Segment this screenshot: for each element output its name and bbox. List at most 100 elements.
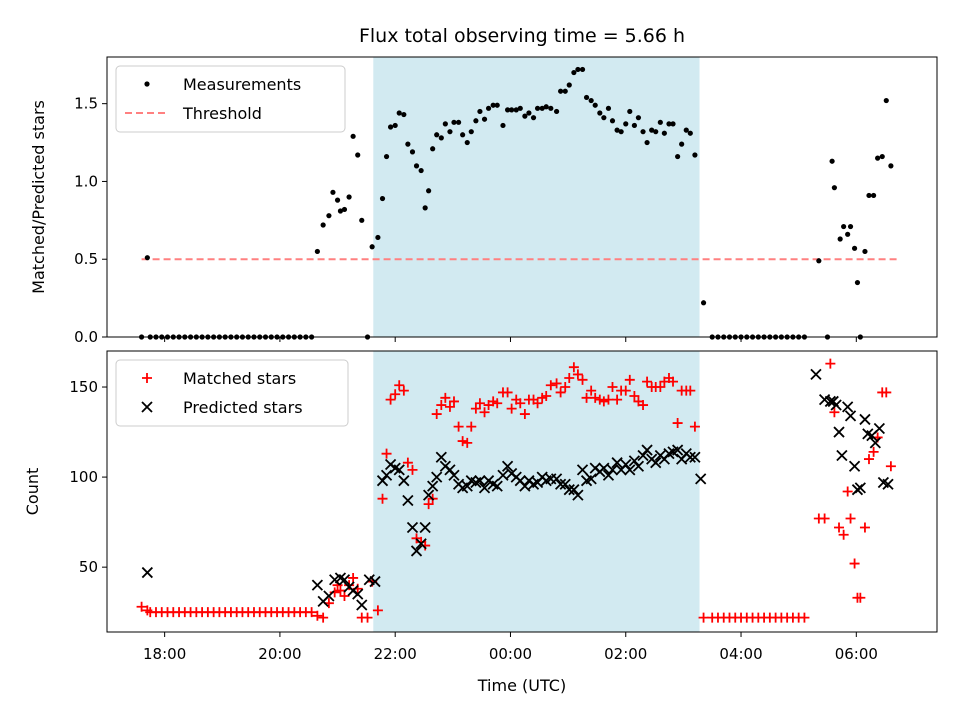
data-point bbox=[603, 394, 614, 405]
data-point bbox=[844, 410, 857, 422]
data-point bbox=[136, 601, 147, 612]
data-point bbox=[402, 457, 413, 468]
data-point bbox=[602, 469, 615, 481]
data-point bbox=[334, 197, 341, 203]
data-point bbox=[866, 192, 872, 199]
data-point bbox=[606, 464, 619, 476]
data-point bbox=[314, 248, 320, 255]
series-predicted-stars bbox=[141, 368, 894, 611]
data-point bbox=[558, 88, 564, 94]
data-point bbox=[392, 122, 398, 129]
y-tick-label: 50 bbox=[79, 558, 98, 576]
data-point bbox=[457, 436, 468, 447]
data-point bbox=[689, 421, 700, 432]
data-point bbox=[553, 108, 560, 115]
data-point bbox=[423, 499, 434, 510]
data-point bbox=[585, 473, 597, 485]
top-panel: 0.0 0.5 1.0 1.5 Matched/Predicted stars Measu… bbox=[29, 56, 938, 346]
data-point bbox=[845, 231, 851, 237]
data-point bbox=[335, 585, 346, 596]
data-point bbox=[653, 129, 659, 135]
data-point bbox=[862, 248, 868, 255]
data-point bbox=[430, 146, 436, 152]
data-point bbox=[873, 422, 885, 435]
data-point bbox=[455, 119, 462, 125]
x-tick-label: 20:00 bbox=[258, 645, 301, 663]
data-point bbox=[855, 592, 866, 603]
data-point bbox=[530, 115, 537, 121]
data-point bbox=[644, 139, 650, 146]
data-point bbox=[590, 392, 601, 403]
data-point bbox=[543, 104, 549, 110]
data-point bbox=[605, 105, 612, 111]
data-point bbox=[402, 494, 414, 507]
data-point bbox=[555, 387, 566, 398]
data-point bbox=[611, 457, 623, 469]
data-point bbox=[409, 149, 416, 155]
data-point bbox=[320, 222, 326, 228]
data-point bbox=[563, 484, 575, 496]
data-point bbox=[492, 398, 503, 409]
data-point bbox=[655, 382, 666, 393]
data-point bbox=[568, 484, 580, 496]
data-point bbox=[410, 545, 423, 557]
data-point bbox=[448, 469, 460, 481]
data-point bbox=[649, 127, 655, 133]
data-point bbox=[519, 409, 530, 420]
data-point bbox=[534, 105, 541, 111]
data-point bbox=[323, 590, 335, 602]
x-tick-label: 22:00 bbox=[374, 645, 417, 663]
data-point bbox=[491, 480, 503, 492]
data-point bbox=[834, 522, 845, 533]
legend: Measurements Threshold bbox=[115, 65, 346, 133]
data-point bbox=[695, 473, 707, 485]
data-point bbox=[629, 391, 640, 402]
data-point bbox=[883, 97, 889, 104]
plot-frame bbox=[106, 56, 938, 338]
series-matched-stars bbox=[136, 358, 896, 623]
data-point bbox=[612, 394, 623, 405]
data-point bbox=[666, 121, 672, 127]
data-point bbox=[620, 458, 632, 471]
data-point bbox=[559, 478, 571, 490]
data-point bbox=[841, 223, 847, 230]
x-axis-title: Time (UTC) bbox=[477, 676, 566, 695]
data-point bbox=[380, 469, 393, 481]
data-point bbox=[141, 566, 153, 579]
data-point bbox=[816, 258, 822, 264]
data-point bbox=[401, 111, 407, 118]
data-point bbox=[838, 529, 849, 540]
data-point bbox=[312, 610, 323, 621]
data-point bbox=[829, 407, 840, 418]
data-point bbox=[344, 580, 355, 591]
data-point bbox=[383, 153, 390, 160]
data-point bbox=[337, 208, 344, 214]
data-point bbox=[517, 105, 523, 111]
data-point bbox=[427, 480, 439, 492]
data-point bbox=[474, 398, 485, 409]
data-point bbox=[413, 163, 420, 169]
data-point bbox=[675, 153, 681, 160]
data-point bbox=[541, 391, 552, 402]
chart-title: Flux total observing time = 5.66 h bbox=[359, 25, 685, 47]
x-tick-label: 02:00 bbox=[604, 645, 647, 663]
data-point bbox=[318, 612, 329, 623]
data-point bbox=[618, 129, 624, 135]
data-point bbox=[462, 437, 473, 448]
data-point bbox=[687, 130, 693, 136]
data-point bbox=[598, 396, 609, 407]
data-point bbox=[698, 612, 709, 623]
data-point bbox=[415, 538, 427, 550]
legend-label: Matched stars bbox=[183, 369, 296, 388]
data-point bbox=[879, 153, 885, 160]
data-point bbox=[837, 236, 843, 242]
data-point bbox=[881, 387, 892, 398]
data-point bbox=[650, 457, 662, 469]
data-point bbox=[848, 460, 861, 472]
data-point bbox=[338, 574, 351, 586]
data-point bbox=[641, 444, 653, 456]
data-point bbox=[684, 451, 696, 463]
data-point bbox=[670, 121, 676, 127]
data-point bbox=[377, 493, 388, 504]
